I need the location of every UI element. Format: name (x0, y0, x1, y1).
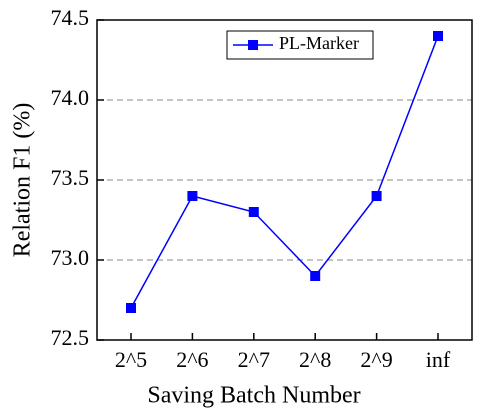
x-tick-label: 2^5 (115, 347, 147, 372)
x-tick-label: 2^6 (176, 347, 208, 372)
legend-label: PL-Marker (279, 33, 359, 53)
marker (126, 303, 136, 313)
line (130, 35, 439, 309)
marker (248, 207, 259, 217)
plot-frame (96, 19, 473, 341)
y-tick-label: 74.5 (51, 5, 90, 30)
x-tick-label: inf (426, 347, 451, 372)
y-tick-label: 73.0 (51, 245, 90, 270)
y-tick-label: 74.0 (51, 85, 90, 110)
legend-marker (248, 40, 258, 50)
y-axis-label: Relation F1 (%) (10, 103, 36, 258)
marker (433, 31, 443, 41)
x-tick-label: 2^8 (299, 347, 331, 372)
marker (371, 191, 382, 201)
x-axis-label: Saving Batch Number (147, 383, 360, 409)
x-tick-label: 2^9 (360, 347, 392, 372)
marker (187, 191, 198, 201)
y-tick-label: 72.5 (51, 325, 90, 350)
x-tick-label: 2^7 (238, 347, 270, 372)
y-tick-label: 73.5 (51, 165, 90, 190)
marker (310, 271, 321, 281)
